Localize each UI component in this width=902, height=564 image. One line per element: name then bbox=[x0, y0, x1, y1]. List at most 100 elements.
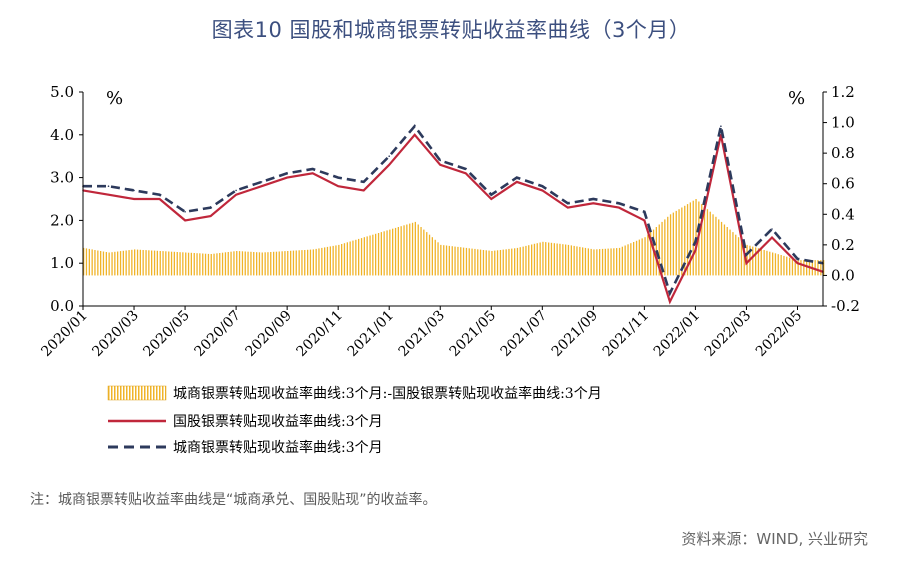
x-tick-label: 2020/03 bbox=[89, 308, 141, 360]
bar-mark bbox=[737, 237, 740, 276]
bar-mark bbox=[587, 248, 589, 276]
bar-mark bbox=[548, 242, 550, 276]
y-right-tick-label: 0.4 bbox=[831, 205, 855, 223]
bar-mark bbox=[159, 251, 161, 276]
bar-mark bbox=[817, 260, 819, 276]
bars-group bbox=[83, 199, 825, 276]
bar-mark bbox=[349, 241, 351, 276]
bar-mark bbox=[780, 255, 782, 276]
x-tick-label: 2021/07 bbox=[498, 308, 550, 360]
bar-mark bbox=[343, 243, 346, 276]
bar-mark bbox=[428, 234, 431, 276]
bar-mark bbox=[122, 250, 124, 276]
bar-mark bbox=[712, 214, 714, 276]
bar-mark bbox=[576, 246, 578, 276]
bar-mark bbox=[457, 246, 459, 276]
bar-mark bbox=[386, 230, 388, 276]
series-point bbox=[133, 198, 135, 200]
bar-mark bbox=[553, 243, 555, 276]
bar-mark bbox=[794, 259, 796, 276]
bar-mark bbox=[630, 243, 632, 276]
series-point bbox=[337, 176, 340, 179]
bar-mark bbox=[145, 250, 147, 276]
bar-mark bbox=[355, 239, 357, 276]
series-point bbox=[286, 172, 288, 175]
bar-mark bbox=[633, 242, 635, 276]
series-point bbox=[413, 125, 416, 127]
bar-mark bbox=[488, 250, 490, 276]
bar-mark bbox=[508, 248, 510, 276]
bar-mark bbox=[431, 237, 433, 276]
bar-mark bbox=[321, 247, 323, 276]
bar-mark bbox=[462, 247, 465, 276]
bar-mark bbox=[550, 242, 553, 276]
bar-mark bbox=[253, 252, 255, 276]
bar-mark bbox=[774, 253, 777, 276]
bar-mark bbox=[372, 234, 374, 276]
bar-mark bbox=[627, 244, 629, 276]
bar-mark bbox=[148, 250, 150, 276]
bar-mark bbox=[270, 252, 272, 276]
series-point bbox=[669, 292, 671, 295]
series-point bbox=[720, 125, 722, 127]
bar-mark bbox=[451, 246, 453, 276]
bar-mark bbox=[803, 260, 805, 276]
bar-mark bbox=[83, 247, 85, 276]
bar-mark bbox=[681, 207, 683, 276]
bar-mark bbox=[496, 250, 499, 276]
bar-mark bbox=[199, 253, 201, 276]
bar-mark bbox=[377, 233, 380, 276]
chart-title: 图表10 国股和城商银票转贴收益率曲线（3个月） bbox=[211, 18, 691, 42]
series-point bbox=[465, 168, 467, 170]
bar-mark bbox=[111, 252, 113, 276]
bar-mark bbox=[607, 248, 609, 276]
y-right-tick-label: 0.6 bbox=[831, 175, 855, 193]
bar-mark bbox=[139, 249, 141, 276]
bar-mark bbox=[244, 251, 246, 276]
bar-mark bbox=[485, 250, 487, 276]
y-left-tick-label: 5.0 bbox=[50, 83, 74, 101]
x-tick-label: 2021/09 bbox=[549, 308, 601, 360]
bar-mark bbox=[162, 251, 164, 276]
series-line-guogu bbox=[82, 133, 824, 305]
y-left-tick-label: 0.0 bbox=[50, 297, 74, 315]
right-unit-label: % bbox=[788, 88, 805, 109]
bar-mark bbox=[366, 236, 368, 276]
series-point bbox=[362, 181, 365, 183]
bar-mark bbox=[94, 250, 96, 276]
series-point bbox=[235, 189, 237, 192]
bar-mark bbox=[519, 247, 521, 276]
bar-mark bbox=[800, 260, 802, 276]
bar-mark bbox=[599, 249, 601, 276]
bar-mark bbox=[783, 255, 785, 276]
bar-mark bbox=[760, 249, 762, 276]
bar-mark bbox=[165, 251, 167, 276]
bar-mark bbox=[369, 235, 371, 276]
bar-mark bbox=[494, 250, 496, 276]
bar-mark bbox=[219, 253, 221, 276]
bar-mark bbox=[301, 250, 303, 276]
bar-mark bbox=[479, 249, 482, 276]
x-tick-label: 2021/03 bbox=[396, 308, 448, 360]
bar-mark bbox=[125, 250, 127, 276]
x-tick-label: 2020/05 bbox=[140, 308, 192, 360]
bar-mark bbox=[315, 248, 317, 276]
bar-mark bbox=[236, 251, 238, 276]
bar-mark bbox=[108, 252, 110, 276]
bar-mark bbox=[559, 243, 561, 276]
bar-mark bbox=[644, 237, 646, 276]
series-point bbox=[796, 262, 799, 265]
x-tick-label: 2021/01 bbox=[345, 308, 397, 360]
bar-mark bbox=[88, 248, 90, 276]
bar-mark bbox=[672, 212, 674, 276]
bar-mark bbox=[151, 250, 153, 276]
legend-label-dashed: 城商银票转贴现收益率曲线:3个月 bbox=[173, 439, 383, 456]
bar-mark bbox=[375, 233, 377, 276]
series-point bbox=[618, 202, 620, 205]
bar-mark bbox=[610, 248, 612, 276]
bar-mark bbox=[533, 243, 536, 276]
bar-mark bbox=[596, 249, 598, 276]
bar-mark bbox=[394, 227, 397, 276]
bar-mark bbox=[743, 242, 745, 276]
series-point bbox=[490, 193, 493, 196]
